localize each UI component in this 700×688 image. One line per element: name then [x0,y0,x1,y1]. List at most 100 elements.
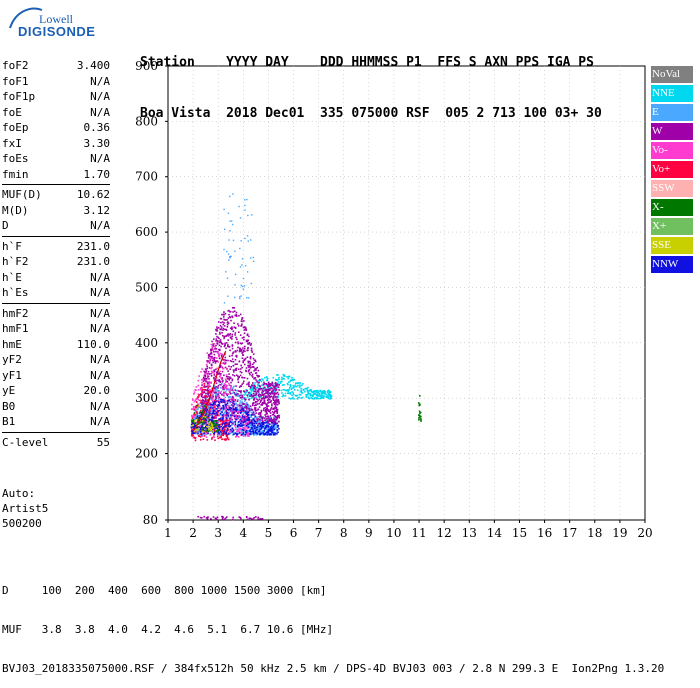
echo-point [259,424,262,426]
echo-point [246,383,248,386]
echo-point [215,340,217,342]
echo-point [246,427,248,429]
echo-point [204,373,207,375]
echo-point [200,407,202,410]
echo-point [251,430,254,433]
echo-point [233,407,235,410]
echo-point [224,228,226,230]
echo-point [194,439,197,442]
echo-point [290,379,293,382]
echo-point [200,423,202,426]
echo-point [301,384,303,387]
echo-point [264,389,267,391]
echo-point [304,387,307,390]
echo-point [203,376,205,379]
echo-point [239,266,242,268]
echo-point [252,411,255,414]
echo-point [271,422,273,424]
echo-point [227,414,229,416]
echo-point [225,271,227,273]
echo-point [197,420,199,423]
echo-point [191,414,193,417]
echo-point [197,379,200,382]
echo-point [216,433,219,436]
echo-point [268,385,270,387]
echo-point [240,410,243,412]
param-row: D N/A [2,218,110,234]
echo-point [200,433,203,436]
echo-point [278,378,280,381]
echo-point [253,370,255,372]
echo-point [231,405,234,407]
echo-point [215,360,218,362]
echo-point [324,392,327,395]
echo-point [204,374,207,376]
echo-point [220,407,223,410]
echo-point [257,379,260,382]
echo-point [257,413,260,415]
echo-point [216,435,219,438]
echo-point [213,358,215,361]
echo-point [233,371,235,373]
echo-point [274,432,277,434]
echo-point [191,403,193,406]
echo-point [265,420,267,423]
echo-point [220,321,222,324]
echo-point [209,391,212,393]
echo-point [206,367,208,370]
echo-point [279,381,282,383]
echo-point [239,400,241,402]
echo-point [208,409,210,412]
echo-point [321,390,324,392]
echo-point [263,386,266,389]
echo-point [307,392,310,395]
echo-point [209,389,212,392]
echo-point [273,414,276,417]
echo-point [217,425,220,427]
echo-point [238,420,241,422]
echo-point [252,394,255,397]
echo-point [238,386,241,388]
echo-point [191,430,194,432]
echo-point [275,425,278,427]
echo-point [241,417,243,419]
echo-point [271,403,273,405]
echo-point [222,313,225,316]
echo-point [222,415,224,418]
echo-point [267,429,270,431]
echo-point [213,432,215,435]
echo-point [239,297,241,300]
echo-point [244,390,247,393]
echo-point [227,317,230,319]
echo-point [238,390,241,392]
echo-point [284,389,286,391]
echo-point [210,406,212,409]
param-row: h`E N/A [2,270,110,286]
echo-point [216,431,219,433]
echo-point [299,384,301,386]
param-label: C-level [2,435,49,449]
echo-point [231,389,233,391]
echo-point [232,405,235,408]
echo-point [202,378,205,381]
param-label: foF1p [2,90,36,103]
echo-point [212,425,215,428]
echo-point [304,390,306,393]
echo-point [254,415,257,418]
echo-point [247,426,250,428]
echo-point [247,339,250,342]
echo-point [226,323,229,326]
echo-point [418,410,421,413]
echo-point [231,335,233,338]
echo-point [322,391,325,393]
echo-point [209,408,211,410]
echo-point [248,411,251,413]
echo-point [287,383,289,386]
echo-point [190,408,193,410]
echo-point [218,403,220,406]
echo-point [241,409,244,412]
echo-point [205,400,207,402]
echo-point [278,416,280,419]
param-row: hmF2 N/A [2,306,110,322]
echo-point [209,412,211,415]
